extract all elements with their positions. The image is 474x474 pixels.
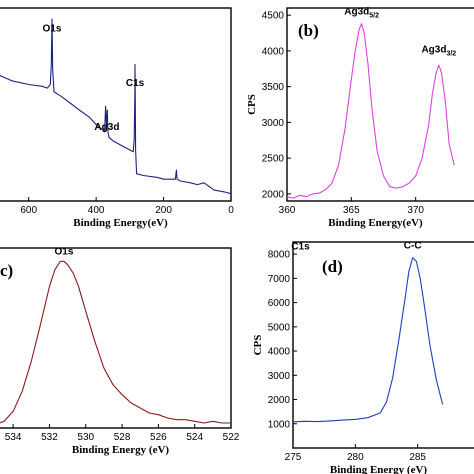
peak-label-d-0: C1s [291, 242, 310, 253]
plot-frame-d [292, 241, 474, 449]
x-tick-label-a-1: 400 [88, 205, 105, 216]
peak-label-b-1: Ag3d3/2 [421, 44, 456, 57]
y-axis-label-b: CPS [246, 94, 258, 115]
x-tick-label-d-2: 285 [409, 452, 426, 463]
peak-label-a-2: Ag3d [94, 122, 119, 133]
peak-label-c-0: O1s [55, 246, 74, 257]
x-tick-label-b-1: 365 [343, 205, 360, 216]
y-tick-label-d-5: 6000 [268, 298, 291, 309]
x-tick-label-b-0: 360 [279, 205, 296, 216]
y-axis-label-d: CPS [252, 335, 264, 356]
x-tick-label-d-0: 275 [285, 452, 302, 463]
x-tick-label-c-2: 530 [77, 432, 94, 443]
spectrum-line-c [0, 260, 231, 424]
y-tick-label-b-1: 2500 [262, 154, 285, 165]
x-tick-label-b-2: 370 [407, 205, 424, 216]
x-tick-label-c-4: 526 [150, 432, 167, 443]
y-tick-label-b-2: 3000 [262, 118, 285, 129]
y-tick-label-d-7: 8000 [268, 250, 291, 261]
x-tick-label-c-3: 528 [114, 432, 131, 443]
spectrum-line-a [0, 18, 231, 195]
y-tick-label-b-4: 4000 [262, 46, 285, 57]
x-tick-label-a-3: 0 [228, 205, 234, 216]
panel-d: 275 280 285 1000 2000 3000 4000 5000 6000 7000 800… [252, 240, 474, 474]
y-tick-label-d-3: 4000 [268, 347, 291, 358]
panel-c: 534 532 530 528 526 524 522 Binding Energy (eV)… [0, 246, 240, 456]
x-axis-label-a: Binding Energy(eV) [73, 217, 168, 229]
y-tick-label-b-0: 2000 [262, 189, 285, 200]
peak-label-b-0: Ag3d5/2 [344, 7, 379, 20]
y-tick-label-b-5: 4500 [262, 11, 285, 22]
peak-label-a-1: C1s [126, 78, 145, 89]
plot-frame-b [286, 7, 474, 202]
plot-frame-a [0, 7, 232, 202]
plot-frame-c [0, 247, 232, 429]
y-tick-label-d-4: 5000 [268, 322, 291, 333]
y-tick-label-d-0: 1000 [268, 419, 291, 430]
panel-letter-c: c) [0, 261, 13, 280]
spectrum-line-d [293, 257, 444, 423]
panel-b: 360 365 370 2000 2500 3000 3500 4000 4500 Binding… [246, 7, 474, 229]
x-tick-label-d-1: 280 [347, 452, 364, 463]
x-tick-label-c-1: 532 [41, 432, 58, 443]
x-tick-label-a-2: 200 [155, 205, 172, 216]
y-tick-label-d-1: 2000 [268, 395, 291, 406]
panel-a: 600 400 200 0 Binding Energy(eV) O1s C1s Ag3d [0, 7, 234, 229]
y-tick-label-d-2: 3000 [268, 371, 291, 382]
spectrum-line-b [287, 23, 455, 199]
y-tick-label-d-6: 7000 [268, 274, 291, 285]
x-tick-label-c-0: 534 [5, 432, 22, 443]
x-tick-label-c-5: 524 [186, 432, 203, 443]
x-axis-label-c: Binding Energy (eV) [72, 444, 170, 456]
panel-letter-b: (b) [298, 21, 319, 40]
panel-letter-d: (d) [322, 257, 343, 276]
peak-label-d-1: C-C [404, 240, 422, 251]
x-tick-label-a-0: 600 [20, 205, 37, 216]
x-tick-label-c-6: 522 [223, 432, 240, 443]
x-axis-label-d: Binding Energy (eV) [330, 464, 428, 474]
x-axis-label-b: Binding Energy(eV) [328, 217, 423, 229]
y-tick-label-b-3: 3500 [262, 82, 285, 93]
peak-label-a-0: O1s [43, 23, 62, 34]
